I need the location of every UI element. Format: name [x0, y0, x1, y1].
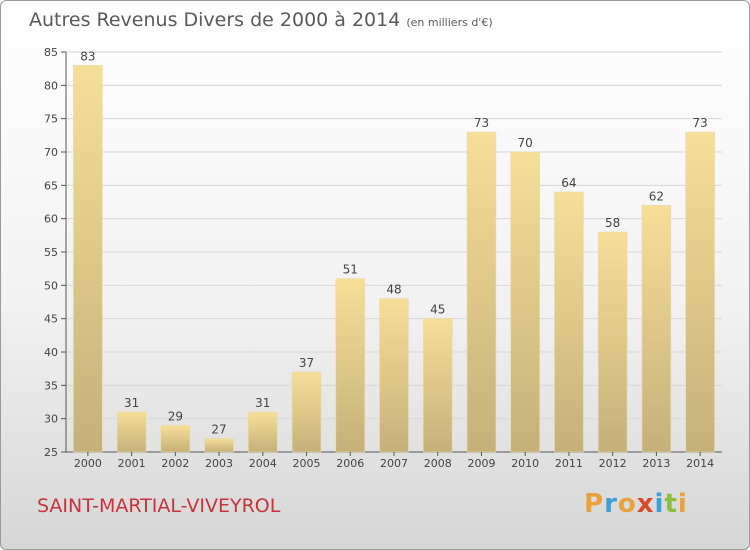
data-label-2013: 62	[649, 189, 664, 203]
x-tick-label-2002: 2002	[161, 457, 189, 470]
bars	[73, 65, 715, 453]
y-tick-label: 70	[44, 146, 58, 159]
x-tick-label-2006: 2006	[336, 457, 364, 470]
y-tick-label: 80	[44, 79, 58, 92]
data-label-2003: 27	[211, 423, 226, 437]
data-label-2001: 31	[124, 396, 139, 410]
data-labels: 83 31 29 27 31 37 51 48 45 73 70 64 58 62 73	[80, 49, 708, 436]
y-tick-label: 40	[44, 346, 58, 359]
y-tick-label: 55	[44, 246, 58, 259]
proxiti-logo: Proxiti	[584, 489, 688, 519]
commune-name: SAINT-MARTIAL-VIVEYROL	[37, 495, 281, 517]
logo-letter: r	[604, 489, 618, 519]
bar-2008	[423, 318, 453, 453]
logo-letter: i	[677, 489, 688, 519]
data-label-2000: 83	[80, 49, 95, 63]
logo-letter: o	[617, 489, 637, 519]
bar-2001	[116, 411, 147, 453]
data-label-2004: 31	[255, 396, 270, 410]
bar-2010	[510, 151, 540, 453]
bar-2000	[73, 65, 103, 453]
bar-2013	[641, 205, 672, 453]
bar-2014	[685, 131, 715, 453]
chart-title: Autres Revenus Divers de 2000 à 2014 (en …	[29, 9, 493, 31]
bar-2009	[466, 131, 497, 453]
data-label-2008: 45	[430, 303, 445, 317]
y-tick-label: 75	[44, 113, 58, 126]
bar-2003	[204, 438, 234, 453]
x-tick-label-2007: 2007	[380, 457, 408, 470]
bar-2002	[160, 425, 191, 453]
bar-2012	[597, 231, 628, 453]
x-tick-label-2013: 2013	[642, 457, 670, 470]
y-tick-label: 50	[44, 279, 58, 292]
x-tick-label-2000: 2000	[74, 457, 102, 470]
y-tick-label: 35	[44, 379, 58, 392]
x-tick-label-2003: 2003	[205, 457, 233, 470]
data-label-2007: 48	[386, 283, 401, 297]
x-tick-label-2012: 2012	[599, 457, 627, 470]
y-tick-label: 65	[44, 179, 58, 192]
x-tick-label-2009: 2009	[467, 457, 495, 470]
y-tick-label: 25	[44, 446, 58, 459]
chart-subtitle: (en milliers d'€)	[406, 16, 493, 29]
bar-2007	[379, 298, 409, 453]
data-label-2005: 37	[299, 356, 314, 370]
x-axis: 2000 2001 2002 2003 2004 2005 2006 2007 2008 2009…	[74, 452, 714, 470]
y-tick-label: 85	[44, 46, 58, 59]
x-tick-label-2010: 2010	[511, 457, 539, 470]
data-label-2014: 73	[692, 116, 707, 130]
data-label-2002: 29	[168, 409, 183, 423]
x-tick-label-2014: 2014	[686, 457, 714, 470]
bar-2006	[335, 278, 365, 453]
data-label-2006: 51	[343, 263, 358, 277]
x-tick-label-2011: 2011	[555, 457, 583, 470]
data-label-2011: 64	[561, 176, 576, 190]
logo-letter: i	[654, 489, 665, 519]
data-label-2009: 73	[474, 116, 489, 130]
x-tick-label-2005: 2005	[293, 457, 321, 470]
chart-title-text: Autres Revenus Divers de 2000 à 2014	[29, 9, 401, 31]
bar-2011	[554, 191, 584, 453]
x-tick-label-2004: 2004	[249, 457, 277, 470]
data-label-2010: 70	[518, 136, 533, 150]
x-tick-label-2008: 2008	[424, 457, 452, 470]
y-tick-label: 45	[44, 313, 58, 326]
logo-letter: x	[636, 489, 655, 519]
logo-letter: P	[584, 489, 605, 519]
bar-2005	[291, 371, 322, 453]
x-tick-label-2001: 2001	[118, 457, 146, 470]
logo-letter: t	[664, 489, 678, 519]
bar-2004	[248, 411, 278, 453]
data-label-2012: 58	[605, 216, 620, 230]
y-tick-label: 30	[44, 413, 58, 426]
y-tick-label: 60	[44, 213, 58, 226]
